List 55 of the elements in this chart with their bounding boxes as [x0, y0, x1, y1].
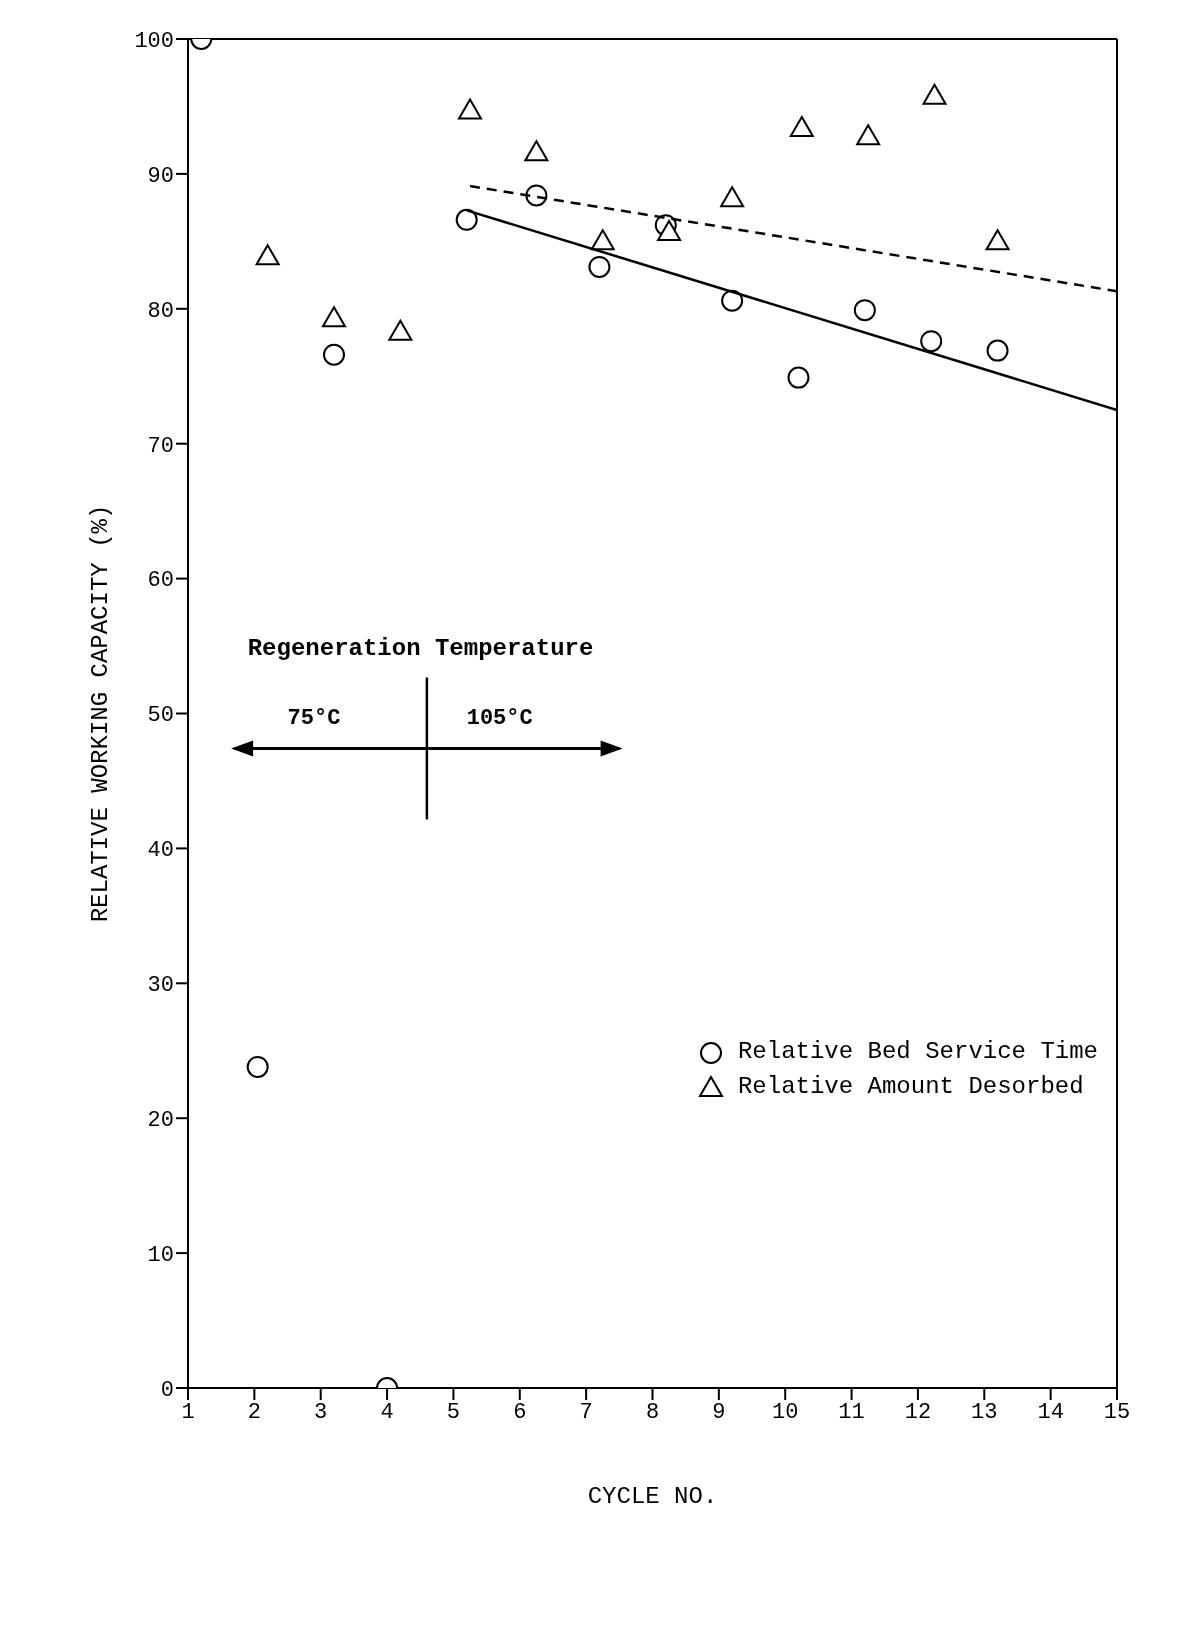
- y-tick-label: 70: [147, 433, 174, 459]
- point: [322, 343, 345, 366]
- x-tick-label: 6: [513, 1399, 527, 1425]
- y-tick-label: 0: [160, 1377, 174, 1403]
- point: [721, 289, 744, 312]
- y-tick-label: 100: [134, 28, 174, 54]
- point: [255, 244, 280, 266]
- y-tick-label: 40: [147, 838, 174, 864]
- point: [856, 124, 881, 146]
- point: [720, 186, 745, 208]
- y-tick-label: 50: [147, 703, 174, 729]
- x-tick-label: 7: [579, 1399, 593, 1425]
- point: [458, 98, 483, 120]
- legend-label: Relative Bed Service Time: [737, 1038, 1098, 1065]
- point: [986, 339, 1009, 362]
- x-tick-label: 9: [712, 1399, 726, 1425]
- annotation: 75°C: [287, 705, 341, 731]
- annotation: Regeneration Temperature: [247, 634, 594, 662]
- x-axis-title: CYCLE NO.: [587, 1483, 718, 1510]
- x-tick-label: 11: [838, 1399, 865, 1425]
- y-axis-title: RELATIVE WORKING CAPACITY (%): [86, 504, 114, 923]
- y-tick-label: 90: [147, 163, 174, 189]
- x-tick-label: 4: [380, 1399, 394, 1425]
- annotation: 105°C: [466, 705, 533, 731]
- point: [525, 184, 548, 207]
- y-tick-label: 80: [147, 298, 174, 324]
- x-tick-label: 8: [645, 1399, 660, 1425]
- x-tick-label: 12: [904, 1399, 932, 1425]
- point: [388, 319, 413, 341]
- point: [985, 229, 1010, 251]
- x-tick-label: 2: [247, 1399, 261, 1425]
- legend-label: Relative Amount Desorbed: [737, 1073, 1084, 1100]
- point: [787, 366, 810, 389]
- x-tick-label: 1: [181, 1399, 195, 1425]
- x-tick-label: 13: [971, 1399, 998, 1425]
- point: [853, 299, 876, 322]
- point: [524, 140, 549, 162]
- point: [657, 219, 682, 241]
- y-tick-label: 10: [147, 1242, 174, 1268]
- point: [246, 1055, 269, 1078]
- x-tick-label: 10: [772, 1399, 799, 1425]
- point: [590, 229, 615, 251]
- point: [321, 306, 346, 328]
- point: [922, 83, 947, 105]
- point: [920, 330, 943, 353]
- x-tick-label: 14: [1037, 1399, 1064, 1425]
- point: [588, 255, 611, 278]
- point: [455, 208, 478, 231]
- x-tick-label: 3: [314, 1399, 328, 1425]
- x-tick-label: 15: [1103, 1399, 1131, 1425]
- y-tick-label: 60: [147, 568, 174, 594]
- x-tick-label: 5: [446, 1399, 461, 1425]
- y-tick-label: 30: [147, 973, 174, 999]
- point: [789, 116, 814, 138]
- y-tick-label: 20: [147, 1108, 174, 1134]
